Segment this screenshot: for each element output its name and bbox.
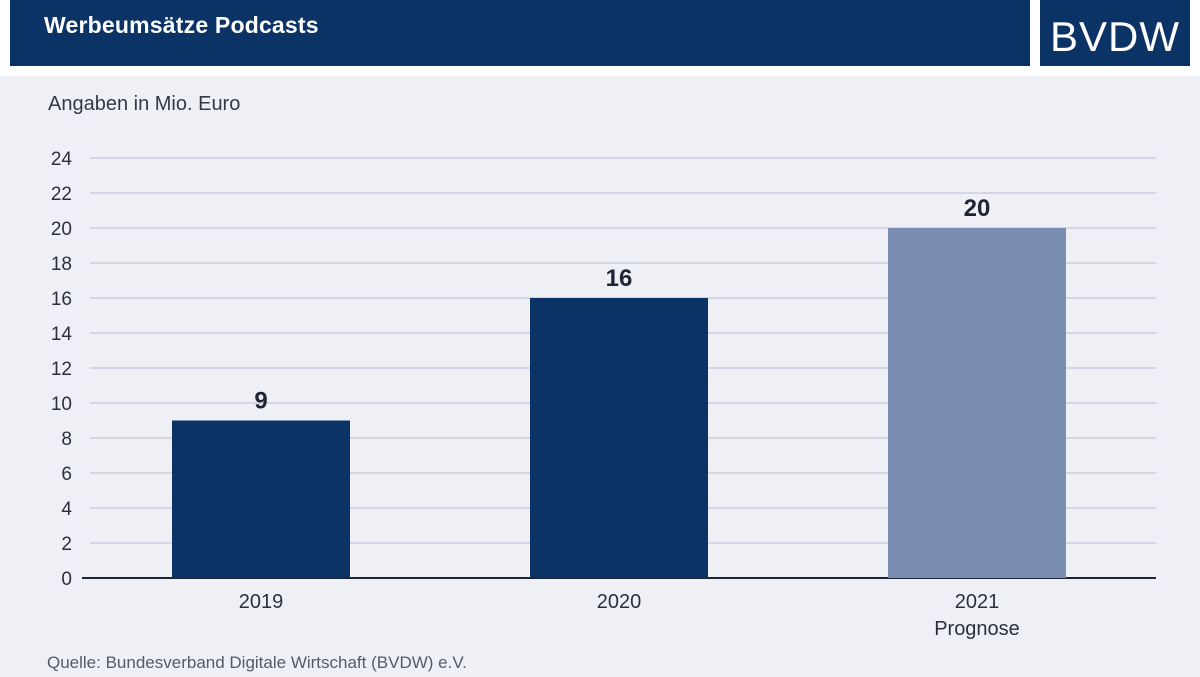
logo: BVDW: [1040, 0, 1190, 66]
bar-value-label: 16: [606, 265, 633, 292]
y-tick-label: 20: [51, 219, 72, 240]
x-category-label: 2021: [955, 591, 1000, 613]
header-area: Werbeumsätze Podcasts BVDW: [0, 0, 1200, 76]
y-tick-label: 10: [51, 394, 72, 415]
bar: [888, 228, 1066, 578]
y-tick-label: 6: [61, 464, 72, 485]
y-tick-label: 12: [51, 359, 72, 380]
y-tick-label: 4: [61, 499, 72, 520]
y-tick-label: 14: [51, 324, 73, 345]
source-note: Quelle: Bundesverband Digitale Wirtschaf…: [47, 653, 467, 672]
x-category-label: 2020: [597, 591, 642, 613]
bar-value-label: 20: [964, 195, 991, 222]
y-tick-label: 2: [61, 534, 72, 555]
y-tick-label: 8: [61, 429, 72, 450]
y-tick-label: 24: [51, 149, 73, 170]
title-bar: Werbeumsätze Podcasts: [10, 0, 1030, 66]
bar: [172, 420, 350, 578]
unit-label: Angaben in Mio. Euro: [48, 93, 241, 115]
logo-text: BVDW: [1050, 13, 1180, 60]
y-tick-label: 16: [51, 289, 72, 310]
bar: [530, 298, 708, 578]
x-category-label: 2019: [239, 591, 284, 613]
y-tick-label: 0: [61, 569, 72, 590]
x-category-sublabel: Prognose: [934, 618, 1020, 640]
chart-title: Werbeumsätze Podcasts: [44, 12, 319, 38]
y-tick-label: 18: [51, 254, 72, 275]
bar-value-label: 9: [254, 388, 267, 415]
y-tick-label: 22: [51, 184, 72, 205]
